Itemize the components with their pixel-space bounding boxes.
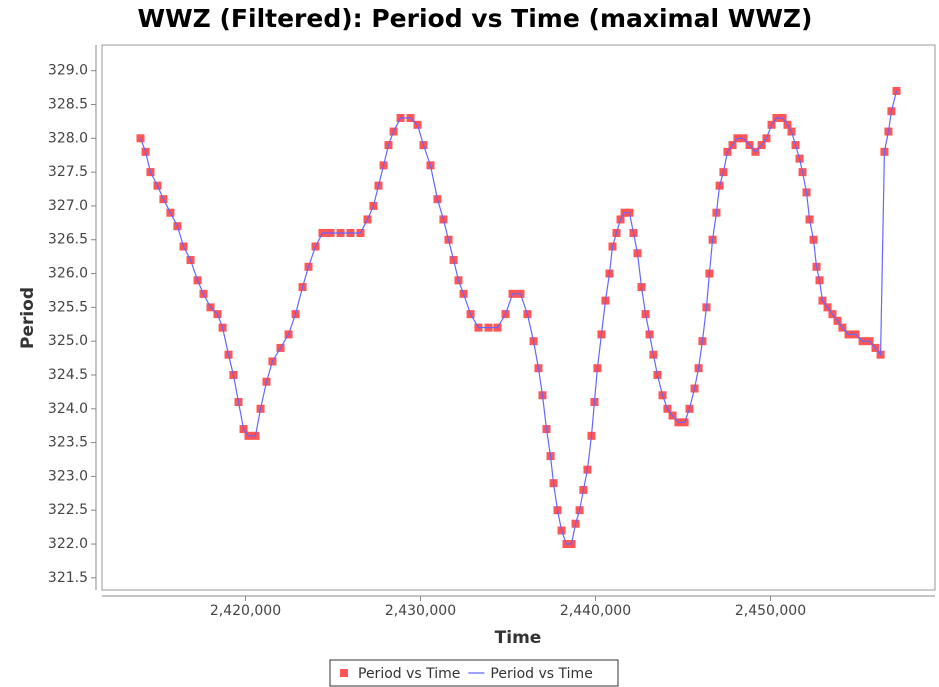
series-line xyxy=(139,90,898,545)
y-tick-label: 325.0 xyxy=(48,333,88,349)
y-tick-label: 322.0 xyxy=(48,536,88,552)
legend-label: Period vs Time xyxy=(358,666,460,682)
y-tick-label: 327.0 xyxy=(48,198,88,214)
y-tick-label: 324.0 xyxy=(48,401,88,417)
x-tick-label: 2,440,000 xyxy=(560,603,631,619)
y-tick-label: 328.5 xyxy=(48,97,88,113)
y-tick-label: 321.5 xyxy=(48,570,88,586)
chart-title: WWZ (Filtered): Period vs Time (maximal … xyxy=(138,4,813,33)
y-tick-label: 322.5 xyxy=(48,502,88,518)
legend-label: Period vs Time xyxy=(490,666,592,682)
x-axis-label: Time xyxy=(495,628,542,648)
y-tick-label: 326.5 xyxy=(48,232,88,248)
x-tick-label: 2,420,000 xyxy=(210,603,281,619)
y-axis-label: Period xyxy=(18,287,38,349)
y-tick-label: 323.0 xyxy=(48,468,88,484)
x-tick-label: 2,450,000 xyxy=(735,603,806,619)
y-tick-label: 327.5 xyxy=(48,164,88,180)
y-tick-label: 326.0 xyxy=(48,266,88,282)
y-tick-label: 329.0 xyxy=(48,63,88,79)
x-tick-label: 2,430,000 xyxy=(385,603,456,619)
y-tick-label: 323.5 xyxy=(48,435,88,451)
y-tick-label: 324.5 xyxy=(48,367,88,383)
plot-frame xyxy=(101,44,936,591)
y-tick-label: 328.0 xyxy=(48,130,88,146)
legend-marker xyxy=(340,669,348,677)
y-tick-label: 325.5 xyxy=(48,299,88,315)
